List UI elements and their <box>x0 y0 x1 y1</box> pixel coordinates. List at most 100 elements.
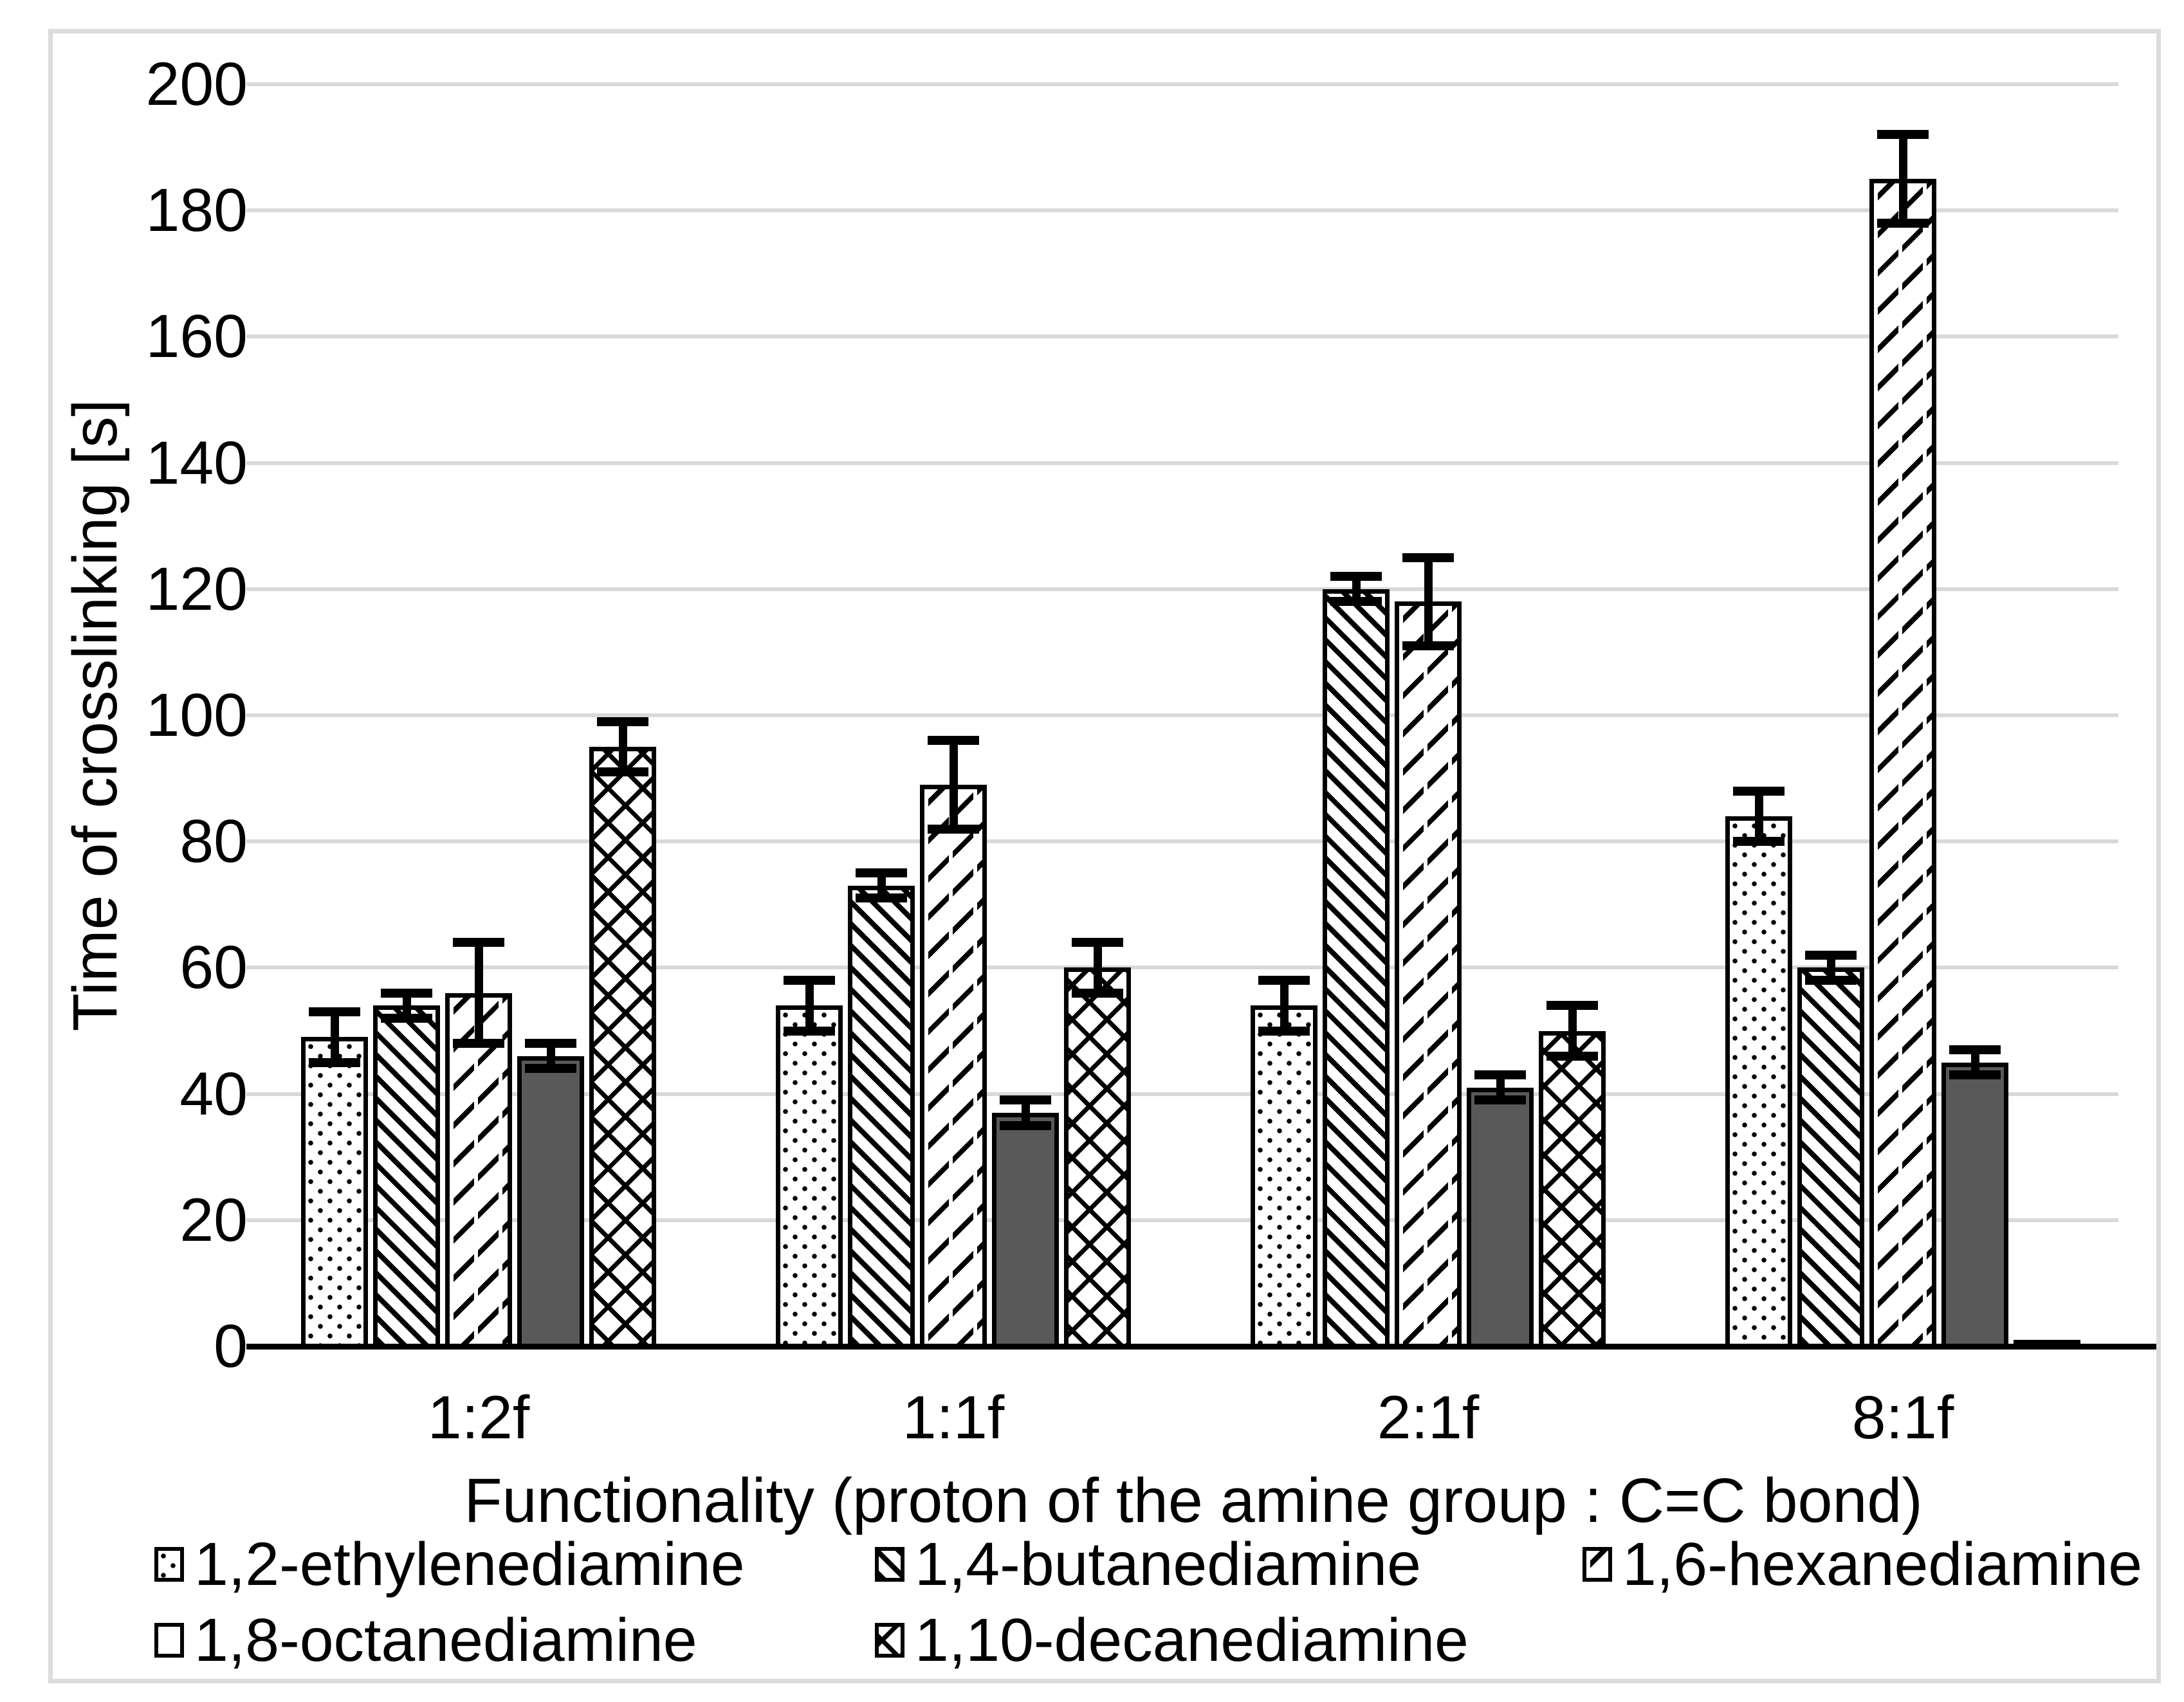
legend-label: 1,2-ethylenediamine <box>194 1530 745 1598</box>
legend-label: 1,8-octanediamine <box>194 1606 697 1674</box>
bar-1,2-ethylenediamine-2:1f <box>1251 1005 1317 1348</box>
error-bar-cap <box>856 893 907 902</box>
error-bar-1,8-octanediamine-1:1f <box>1022 1100 1030 1126</box>
gridline-140 <box>246 461 2118 465</box>
error-bar-1,10-decanediamine-1:1f <box>1094 942 1102 993</box>
y-tick-label-80: 80 <box>179 807 248 875</box>
error-bar-cap <box>1474 1070 1526 1079</box>
y-tick-label-40: 40 <box>179 1060 248 1128</box>
error-bar-cap <box>928 736 979 745</box>
error-bar-cap <box>1402 641 1454 650</box>
error-bar-cap <box>453 938 504 947</box>
error-bar-cap <box>1000 1095 1051 1104</box>
legend-item-1,8-octanediamine: 1,8-octanediamine <box>154 1607 697 1674</box>
y-tick-label-200: 200 <box>145 50 248 118</box>
gridline-40 <box>246 1092 2118 1096</box>
error-bar-1,4-butanediamine-1:2f <box>403 993 411 1018</box>
legend-swatch-solid-dark-gray <box>154 1623 184 1658</box>
legend-label: 1,4-butanediamine <box>915 1530 1421 1598</box>
gridline-80 <box>246 839 2118 843</box>
error-bar-1,4-butanediamine-2:1f <box>1352 576 1361 601</box>
y-tick-label-160: 160 <box>145 302 248 371</box>
error-bar-cap <box>1733 837 1785 846</box>
legend-item-1,4-butanediamine: 1,4-butanediamine <box>875 1531 1421 1598</box>
error-bar-cap <box>1733 787 1785 796</box>
legend-swatch-dashed-diagonal-up <box>1583 1547 1612 1582</box>
error-bar-1,2-ethylenediamine-8:1f <box>1755 791 1763 841</box>
error-bar-cap <box>1072 938 1123 947</box>
error-bar-cap <box>381 1014 432 1023</box>
bar-1,8-octanediamine-1:2f <box>517 1056 584 1348</box>
bar-1,4-butanediamine-1:1f <box>848 886 915 1348</box>
legend-swatch-diagonal-down <box>875 1547 904 1582</box>
bar-1,8-octanediamine-8:1f <box>1941 1063 2008 1348</box>
error-bar-cap <box>381 989 432 998</box>
y-tick-label-60: 60 <box>179 933 248 1002</box>
legend-label: 1,10-decanediamine <box>915 1606 1469 1674</box>
error-bar-1,6-hexanediamine-2:1f <box>1424 558 1433 646</box>
bar-1,2-ethylenediamine-8:1f <box>1725 816 1792 1348</box>
bar-1,4-butanediamine-2:1f <box>1323 589 1390 1348</box>
error-bar-cap <box>1877 130 1929 139</box>
error-bar-1,8-octanediamine-2:1f <box>1496 1075 1505 1100</box>
legend-swatch-dotted <box>154 1547 184 1582</box>
error-bar-cap <box>1546 1052 1598 1061</box>
gridline-180 <box>246 208 2118 212</box>
error-bar-cap <box>1949 1070 2001 1079</box>
error-bar-cap <box>1330 597 1382 606</box>
bar-1,6-hexanediamine-2:1f <box>1395 601 1462 1348</box>
bar-1,2-ethylenediamine-1:2f <box>301 1037 368 1348</box>
error-bar-cap <box>856 868 907 877</box>
error-bar-1,2-ethylenediamine-1:1f <box>805 980 814 1031</box>
error-bar-cap <box>1330 572 1382 581</box>
bar-1,10-decanediamine-1:1f <box>1064 967 1131 1348</box>
error-bar-cap <box>1949 1045 2001 1054</box>
error-bar-cap <box>1474 1095 1526 1104</box>
error-bar-cap <box>1877 219 1929 228</box>
bar-1,10-decanediamine-1:2f <box>589 747 656 1348</box>
error-bar-cap <box>1000 1121 1051 1130</box>
error-bar-1,6-hexanediamine-8:1f <box>1899 134 1907 223</box>
bar-1,6-hexanediamine-8:1f <box>1869 179 1936 1348</box>
gridline-160 <box>246 334 2118 338</box>
y-tick-label-140: 140 <box>145 429 248 497</box>
gridline-100 <box>246 713 2118 717</box>
error-bar-cap <box>525 1039 576 1048</box>
error-bar-1,2-ethylenediamine-2:1f <box>1280 980 1289 1031</box>
category-label-2:1f: 2:1f <box>1377 1384 1480 1452</box>
gridline-200 <box>246 82 2118 86</box>
y-tick-label-20: 20 <box>179 1186 248 1254</box>
error-bar-1,6-hexanediamine-1:1f <box>950 740 958 829</box>
y-tick-label-100: 100 <box>145 681 248 749</box>
error-bar-1,2-ethylenediamine-1:2f <box>331 1012 339 1063</box>
category-label-1:2f: 1:2f <box>427 1384 530 1452</box>
bar-1,6-hexanediamine-1:1f <box>920 785 987 1348</box>
error-bar-cap <box>597 717 648 726</box>
legend-item-1,2-ethylenediamine: 1,2-ethylenediamine <box>154 1531 745 1598</box>
error-bar-cap <box>453 1039 504 1048</box>
gridline-60 <box>246 965 2118 969</box>
bar-1,6-hexanediamine-1:2f <box>445 993 512 1348</box>
error-bar-cap <box>1258 976 1310 985</box>
error-bar-cap <box>309 1058 360 1067</box>
legend-item-1,6-hexanediamine: 1,6-hexanediamine <box>1583 1531 2142 1598</box>
bar-1,10-decanediamine-2:1f <box>1539 1031 1606 1348</box>
error-bar-cap <box>928 825 979 834</box>
legend-swatch-diamond-crosshatch <box>875 1623 904 1658</box>
y-axis-title: Time of crosslinking [s] <box>60 399 130 1032</box>
error-bar-1,8-octanediamine-8:1f <box>1971 1050 1979 1075</box>
category-label-1:1f: 1:1f <box>902 1384 1005 1452</box>
bar-1,4-butanediamine-8:1f <box>1797 967 1864 1348</box>
figure-border <box>48 29 2161 1683</box>
error-bar-cap <box>1805 976 1857 985</box>
error-bar-1,10-decanediamine-2:1f <box>1568 1005 1577 1056</box>
error-bar-1,6-hexanediamine-1:2f <box>475 942 483 1043</box>
error-bar-cap <box>597 767 648 776</box>
error-bar-cap <box>1402 553 1454 562</box>
error-bar-1,10-decanediamine-1:2f <box>619 722 627 772</box>
legend-item-1,10-decanediamine: 1,10-decanediamine <box>875 1607 1469 1674</box>
bar-1,8-octanediamine-2:1f <box>1467 1088 1534 1348</box>
gridline-20 <box>246 1218 2118 1222</box>
x-axis-line <box>246 1344 2156 1350</box>
